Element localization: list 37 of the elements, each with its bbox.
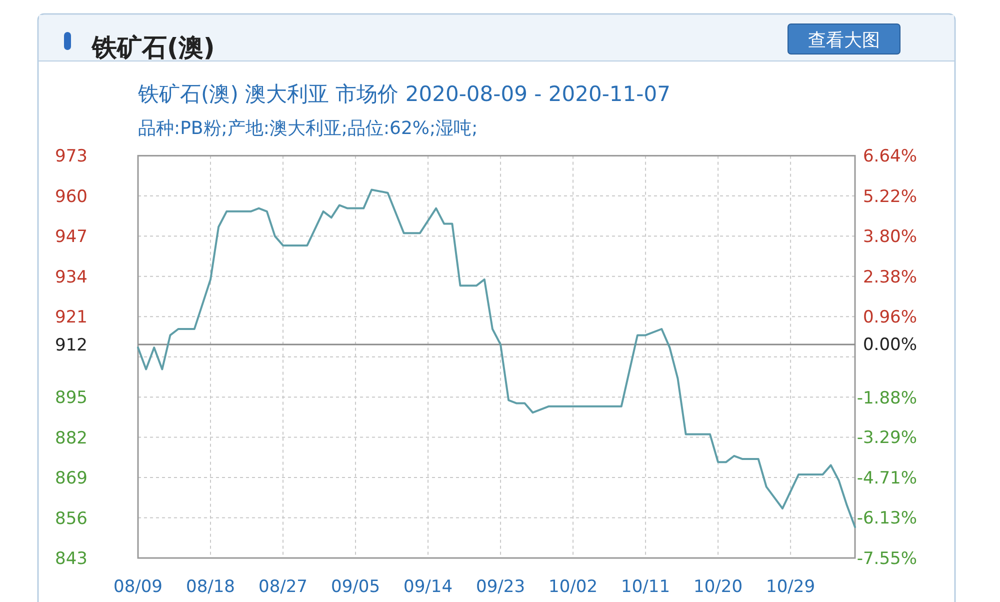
y2-tick-label: 2.38% <box>862 267 917 288</box>
y2-tick-label: 5.22% <box>862 186 917 207</box>
x-tick-label: 10/29 <box>766 577 816 597</box>
y-tick-label: 895 <box>55 388 88 408</box>
chart-subtitle: 铁矿石(澳) 澳大利亚 市场价 2020-08-09 - 2020-11-07 <box>137 82 670 106</box>
x-tick-label: 09/14 <box>404 577 453 597</box>
y2-tick-label: -1.88% <box>856 388 917 408</box>
y2-tick-label: 0.00% <box>862 334 917 355</box>
chart-title: 铁矿石(澳) <box>91 33 215 62</box>
y2-tick-label: 3.80% <box>862 227 917 248</box>
y-tick-label: 973 <box>55 146 88 167</box>
x-tick-label: 09/23 <box>476 577 526 597</box>
button: 查看大图 <box>788 24 900 54</box>
y2-tick-label: -3.29% <box>856 428 917 448</box>
line-series <box>137 188 856 528</box>
x-tick-label: 09/05 <box>331 577 380 597</box>
y2-tick-label: 0.96% <box>862 308 917 328</box>
x-tick-label: 08/09 <box>114 577 162 597</box>
y-tick-label: 947 <box>55 227 88 248</box>
y-tick-label: 921 <box>55 308 88 328</box>
x-tick-label: 08/18 <box>186 577 236 597</box>
y2-tick-label: -7.55% <box>856 549 917 569</box>
text: 品种:PB粉;产地:澳大利亚;品位:62%;湿吨; <box>138 118 478 139</box>
y2-tick-label: 6.64% <box>862 146 917 167</box>
y-tick-label: 934 <box>55 267 88 288</box>
x-tick-label: 10/02 <box>548 577 598 597</box>
x-tick-label: 10/11 <box>621 577 670 597</box>
y-tick-label: 856 <box>55 508 88 529</box>
y-tick-label: 882 <box>55 428 88 448</box>
y-tick-label: 960 <box>55 186 88 207</box>
x-tick-label: 10/20 <box>694 577 743 597</box>
x-tick-label: 08/27 <box>258 577 308 597</box>
y-tick-label: 869 <box>55 468 88 489</box>
y-tick-label: 843 <box>55 549 88 569</box>
y-tick-label: 912 <box>55 335 88 356</box>
y2-tick-label: -6.13% <box>856 508 917 529</box>
y2-tick-label: -4.71% <box>856 468 917 488</box>
